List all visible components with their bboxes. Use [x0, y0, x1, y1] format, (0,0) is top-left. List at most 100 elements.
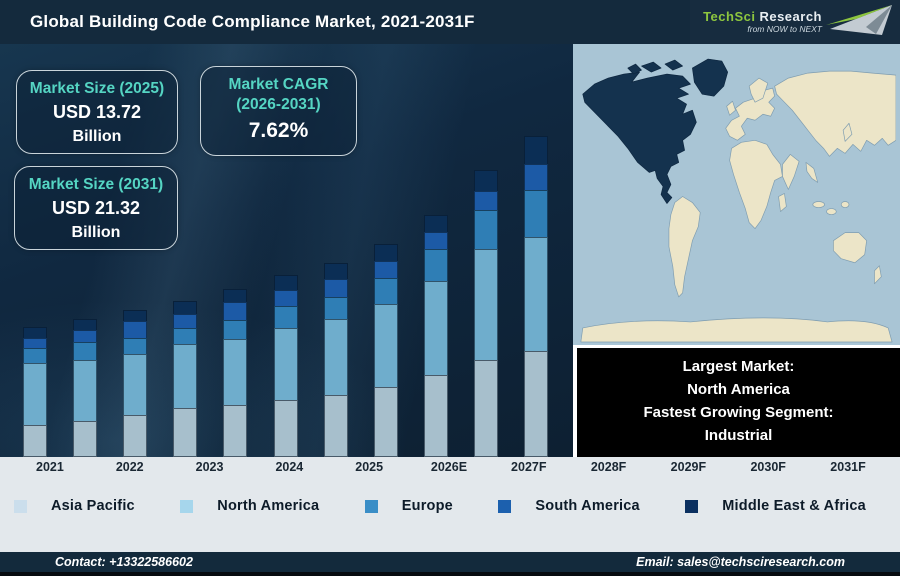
map-india	[782, 154, 800, 190]
bar-segment-asia-pacific	[223, 405, 248, 457]
logo-research-text: Research	[759, 9, 822, 24]
bar-column-2027F	[311, 263, 361, 457]
map-new-zealand	[874, 265, 882, 285]
x-axis-label-2021: 2021	[36, 460, 64, 474]
callout-market-size-2031: Market Size (2031) USD 21.32 Billion	[14, 166, 178, 250]
map-se-asia	[805, 162, 819, 183]
right-panel: Largest Market: North America Fastest Gr…	[573, 44, 900, 457]
callout-label: Market Size (2025)	[29, 80, 165, 97]
axis-col: 2021	[10, 460, 90, 474]
bar-segment-middle-east-africa	[223, 289, 248, 302]
stacked-bar-2031F	[523, 136, 548, 457]
axis-legend-strip: 2021 2022 2023 2024 2025 2026E 2027F 2028F 2029F…	[0, 457, 900, 552]
axis-col: 2028F	[569, 460, 649, 474]
fastest-segment-label: Fastest Growing Segment:	[643, 404, 834, 421]
bar-segment-south-america	[173, 314, 198, 328]
bar-segment-north-america	[223, 339, 248, 405]
legend-swatch-south-america	[498, 499, 512, 513]
bar-segment-europe	[273, 306, 298, 328]
callout-value: USD 13.72	[52, 102, 142, 122]
stacked-bar-2021	[23, 327, 48, 457]
bar-segment-middle-east-africa	[423, 215, 448, 232]
bar-segment-north-america	[423, 281, 448, 375]
fastest-segment-value: Industrial	[704, 427, 773, 444]
map-uk	[726, 100, 736, 116]
map-japan	[842, 122, 853, 142]
bar-segment-middle-east-africa	[123, 310, 148, 321]
bar-segment-middle-east-africa	[523, 136, 548, 164]
x-axis-label-2023: 2023	[195, 460, 224, 474]
logo-wordmark: TechSci Research	[703, 9, 822, 24]
logo-arrow-icon	[826, 5, 892, 35]
map-madagascar	[778, 193, 787, 212]
bar-segment-north-america	[23, 363, 48, 425]
axis-col: 2031F	[808, 460, 888, 474]
bar-segment-middle-east-africa	[273, 275, 298, 290]
axis-col: 2029F	[649, 460, 729, 474]
x-axis-label-2026E: 2026E	[430, 460, 468, 474]
bar-segment-north-america	[523, 237, 548, 351]
stacked-bar-2026E	[273, 275, 298, 457]
bar-segment-asia-pacific	[373, 387, 398, 457]
bar-segment-europe	[473, 210, 498, 249]
largest-market-value: North America	[687, 381, 790, 398]
bar-segment-north-america	[123, 354, 148, 415]
bar-column-2021	[10, 327, 60, 457]
callout-market-size-2025: Market Size (2025) USD 13.72 Billion	[16, 70, 178, 154]
bar-segment-asia-pacific	[473, 360, 498, 457]
bar-segment-middle-east-africa	[373, 244, 398, 261]
market-highlights-box: Largest Market: North America Fastest Gr…	[573, 345, 900, 457]
legend-swatch-middle-east-africa	[685, 499, 699, 513]
legend-item-asia-pacific: Asia Pacific	[14, 498, 135, 514]
bar-segment-europe	[373, 278, 398, 304]
stacked-bar-2029F	[423, 215, 448, 457]
bar-column-2030F	[461, 170, 511, 457]
techsci-research-logo: TechSci Research from NOW to NEXT	[690, 0, 900, 44]
legend-item-north-america: North America	[180, 498, 319, 514]
map-island	[840, 201, 850, 208]
legend-label-europe: Europe	[401, 498, 453, 514]
x-axis-label-2029F: 2029F	[670, 460, 707, 474]
legend-item-south-america: South America	[498, 498, 640, 514]
stacked-bar-2025	[223, 289, 248, 457]
bar-segment-asia-pacific	[73, 421, 98, 457]
map-region-south-america	[668, 196, 701, 298]
bar-segment-north-america	[473, 249, 498, 360]
bar-segment-middle-east-africa	[173, 301, 198, 314]
bar-segment-asia-pacific	[323, 395, 348, 457]
axis-col: 2027F	[489, 460, 569, 474]
bar-segment-europe	[73, 342, 98, 360]
bar-segment-asia-pacific	[173, 408, 198, 457]
bar-segment-asia-pacific	[23, 425, 48, 457]
legend-label-asia-pacific: Asia Pacific	[51, 498, 135, 514]
x-axis-label-2031F: 2031F	[830, 460, 866, 474]
callout-value: 7.62%	[248, 119, 309, 142]
largest-market-label: Largest Market:	[682, 358, 795, 375]
bar-segment-asia-pacific	[523, 351, 548, 457]
stacked-bar-2024	[173, 301, 198, 457]
map-region-asia	[774, 70, 896, 157]
x-axis-label-2028F: 2028F	[590, 460, 627, 474]
bar-segment-north-america	[273, 328, 298, 400]
stacked-bar-2028F	[373, 244, 398, 457]
bar-segment-middle-east-africa	[23, 327, 48, 338]
bar-segment-europe	[123, 338, 148, 354]
bar-segment-europe	[223, 320, 248, 339]
map-arctic-island	[641, 61, 662, 73]
map-region-africa	[729, 139, 783, 229]
legend-swatch-asia-pacific	[14, 499, 27, 513]
bar-segment-south-america	[223, 302, 248, 320]
callout-market-cagr: Market CAGR (2026-2031) 7.62%	[200, 66, 357, 156]
bar-segment-south-america	[423, 232, 448, 249]
footer-bar: Contact: +13322586602 Email: sales@techs…	[0, 552, 900, 576]
bar-segment-europe	[323, 297, 348, 319]
bar-column-2022	[60, 319, 110, 457]
callout-unit: Billion	[71, 224, 121, 241]
bar-column-2029F	[411, 215, 461, 457]
legend-label-middle-east-africa: Middle East & Africa	[722, 498, 866, 514]
contact-phone: Contact: +13322586602	[55, 555, 193, 569]
map-island	[812, 201, 825, 208]
bar-column-2024	[160, 301, 210, 457]
bar-column-2026E	[260, 275, 310, 457]
map-greenland	[692, 58, 728, 97]
